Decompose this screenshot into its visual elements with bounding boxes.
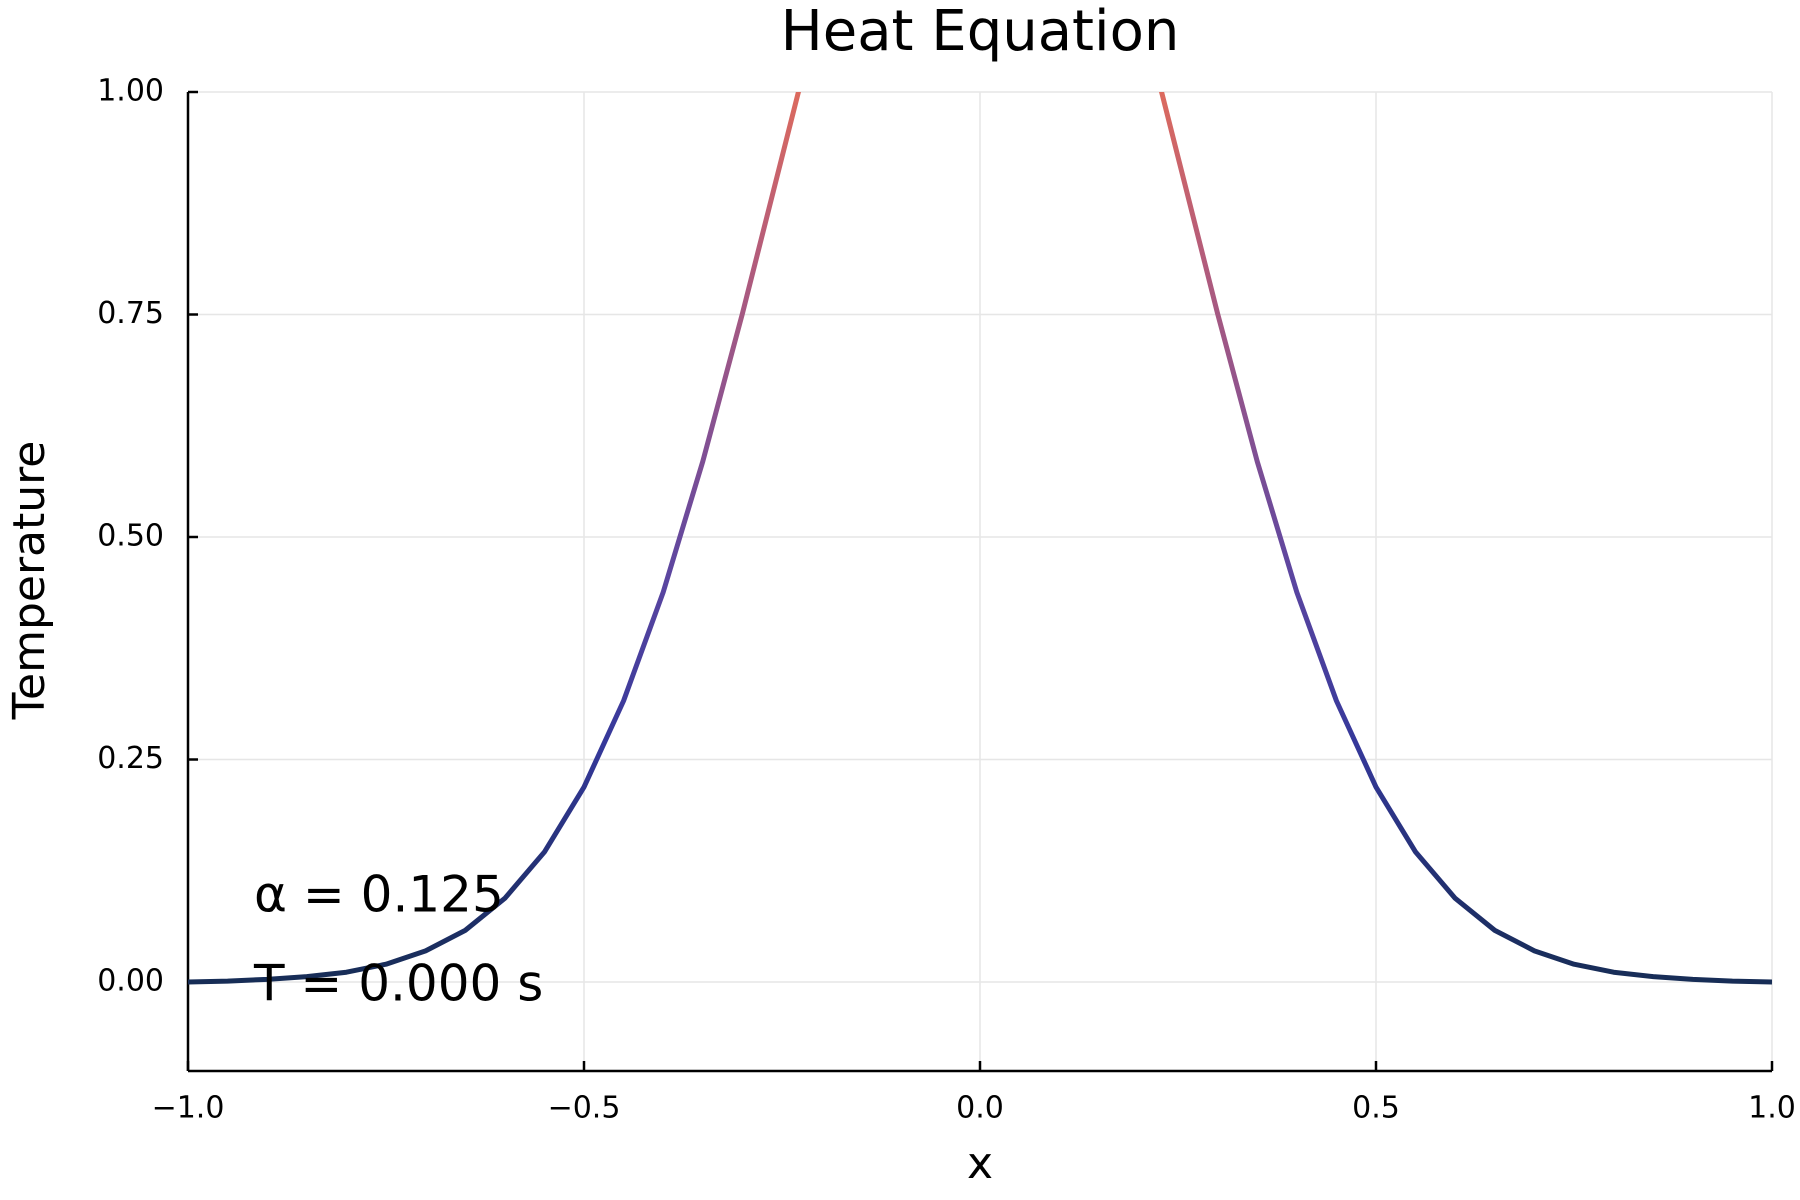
x-tick-label: 0.0: [956, 1091, 1004, 1126]
x-tick-label: 0.5: [1352, 1091, 1400, 1126]
x-tick-label: 1.0: [1748, 1091, 1796, 1126]
chart-title: Heat Equation: [781, 0, 1180, 64]
y-axis-label: Temperature: [4, 441, 55, 721]
x-tick-label: −1.0: [152, 1091, 225, 1126]
annotation: T = 0.000 s: [253, 955, 543, 1013]
annotation: α = 0.125: [254, 866, 504, 924]
y-tick-label: 0.50: [97, 519, 164, 554]
data-line: [188, 92, 1772, 985]
y-tick-label: 0.25: [97, 741, 164, 776]
y-tick-label: 0.75: [97, 296, 164, 331]
x-tick-label: −0.5: [548, 1091, 621, 1126]
y-tick-label: 0.00: [97, 964, 164, 999]
y-tick-label: 1.00: [97, 74, 164, 109]
x-axis-label: x: [967, 1138, 993, 1189]
